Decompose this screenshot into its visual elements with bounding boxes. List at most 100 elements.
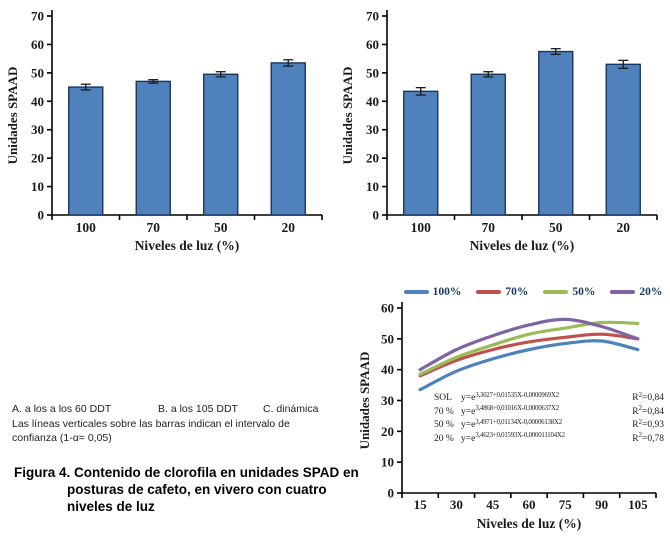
- bar: [203, 73, 239, 216]
- confidence-note: Las líneas verticales sobre las barras i…: [12, 418, 290, 444]
- x-tick-label: 75: [559, 497, 573, 512]
- bar-chart-105ddt: 0 10 20 30 40 50 60 70 Niveles de luz (%) Unidade…: [339, 2, 669, 260]
- legend-label: 100%: [432, 286, 462, 298]
- legend-label: 70%: [505, 286, 529, 298]
- equation-row: 20 % y=e 3,4623+0,01593X-0,000011104X2 R2=0…: [434, 432, 664, 447]
- bar: [538, 50, 574, 216]
- x-category-label: 100: [76, 220, 97, 235]
- series-line-50%: [418, 320, 640, 376]
- y-tick-label: 0: [388, 486, 395, 501]
- equation-row: 70 % y=e 3,4868+0,01016X-0,0000637X2 R2=0,8…: [434, 405, 664, 420]
- x-category-label: 100: [411, 220, 432, 235]
- y-tick-label: 40: [31, 94, 44, 109]
- y-tick-label: 0: [373, 208, 380, 223]
- x-category-label: 20: [282, 220, 296, 235]
- bar: [403, 90, 439, 216]
- y-tick-label: 20: [31, 151, 44, 166]
- y-tick-label: 60: [31, 37, 44, 52]
- equation-r-squared: R2=0,78: [632, 432, 664, 447]
- legend-item-100%: 100%: [403, 286, 462, 298]
- figure-notes: A. a los a los 60 DDT B. a los 105 DDT C…: [12, 403, 354, 445]
- equation-row: 50 % y=e 3,4971+0,01134X-0,00006138X2 R2=0,…: [434, 419, 664, 433]
- y-tick-label: 30: [31, 122, 44, 137]
- y-tick-label: 50: [366, 65, 379, 80]
- equation-base: y=e: [461, 406, 476, 417]
- equation-r-squared: R2=0,84: [632, 405, 664, 420]
- legend-item-50%: 50%: [543, 286, 595, 298]
- r-squared-sup: 2: [638, 432, 643, 439]
- r-squared-value: =0,84: [642, 393, 664, 403]
- chart-legend: 100% 70% 50% 20%: [400, 286, 666, 298]
- equation-exponent: 3,4868+0,01016X-0,0000637X2: [475, 405, 559, 412]
- legend-item-20%: 20%: [610, 286, 662, 298]
- panel-labels-row: A. a los a los 60 DDT B. a los 105 DDT C…: [12, 403, 354, 417]
- r-squared-base: R: [632, 393, 639, 403]
- series-line-70%: [418, 332, 640, 378]
- x-category-label: 20: [617, 220, 631, 235]
- bar: [135, 80, 171, 216]
- bar: [68, 86, 104, 216]
- equation-exponent: 3,4971+0,01134X-0,00006138X2: [475, 418, 562, 426]
- y-tick-label: 10: [366, 179, 379, 194]
- equation-base: y=e: [461, 393, 476, 403]
- legend-label: 50%: [572, 286, 596, 298]
- equation-row: SOL y=e 3,3027+0,01535X-0,0000969X2 R2=0,84: [434, 392, 664, 406]
- figure-caption: Figura 4. Contenido de clorofila en unid…: [14, 465, 359, 514]
- line-chart-svg: 0 10 20 30 40 50 60 Niveles de luz (%) Unidades …: [357, 301, 657, 531]
- equation-base: y=e: [461, 433, 476, 444]
- panel-c-note: C. dinámica: [263, 403, 319, 415]
- y-tick-label: 30: [381, 393, 394, 408]
- equation-exponent: 3,4623+0,01593X-0,000011104X2: [475, 432, 565, 439]
- x-category-label: 50: [214, 220, 228, 235]
- r-squared-value: =0,84: [642, 406, 664, 417]
- y-axis-title: Unidades SPAAD: [340, 67, 355, 165]
- y-tick-label: 40: [381, 362, 394, 377]
- y-tick-label: 60: [381, 301, 394, 316]
- equation-label: 70 %: [434, 406, 454, 417]
- equation-r-squared: R2=0,93: [632, 419, 664, 433]
- r-squared-value: =0,78: [642, 433, 664, 444]
- x-tick-label: 90: [595, 497, 608, 512]
- bar-chart-60ddt-svg: 0 10 20 30 40 50 60 70 Niveles de luz (%) Unidade…: [5, 9, 323, 253]
- x-tick-label: 45: [486, 497, 500, 512]
- y-tick-label: 70: [31, 9, 44, 24]
- x-tick-label: 30: [450, 497, 463, 512]
- legend-item-70%: 70%: [476, 286, 528, 298]
- r-squared-sup: 2: [638, 391, 643, 399]
- y-tick-label: 0: [38, 208, 45, 223]
- y-tick-label: 20: [366, 151, 379, 166]
- equation-r-squared: R2=0,84: [632, 392, 664, 406]
- legend-swatch-icon: [403, 290, 429, 294]
- bar: [605, 63, 641, 216]
- equation-label: SOL: [434, 393, 452, 403]
- equation-label: 20 %: [434, 433, 454, 444]
- bar-chart-60ddt: 0 10 20 30 40 50 60 70 Niveles de luz (%) Unidade…: [4, 2, 334, 260]
- equation-exponent: 3,3027+0,01535X-0,0000969X2: [475, 391, 559, 399]
- bar-chart-105ddt-svg: 0 10 20 30 40 50 60 70 Niveles de luz (%) Unidade…: [340, 9, 658, 253]
- y-tick-label: 70: [366, 9, 379, 24]
- y-tick-label: 10: [31, 179, 44, 194]
- legend-label: 20%: [639, 286, 663, 298]
- regression-equations: SOL y=e 3,3027+0,01535X-0,0000969X2 R2=0,84…: [434, 392, 664, 446]
- x-category-label: 70: [482, 220, 496, 235]
- y-axis-title: Unidades SPAAD: [357, 352, 372, 450]
- x-tick-label: 60: [523, 497, 536, 512]
- bar: [470, 73, 506, 216]
- equation-label: 50 %: [434, 420, 454, 430]
- equation-base: y=e: [461, 420, 476, 430]
- bar: [270, 62, 306, 216]
- y-tick-label: 40: [366, 94, 379, 109]
- r-squared-base: R: [632, 433, 639, 444]
- y-tick-label: 50: [381, 331, 394, 346]
- legend-swatch-icon: [476, 290, 502, 294]
- y-tick-label: 60: [366, 37, 379, 52]
- line-chart-dynamics: 0 10 20 30 40 50 60 Niveles de luz (%) Unidades …: [356, 274, 668, 540]
- r-squared-base: R: [632, 420, 639, 430]
- panel-a-note: A. a los a los 60 DDT: [12, 403, 112, 415]
- y-tick-label: 30: [366, 122, 379, 137]
- legend-swatch-icon: [543, 290, 569, 294]
- x-axis-title: Niveles de luz (%): [470, 238, 575, 253]
- y-tick-label: 10: [381, 455, 394, 470]
- x-axis-title: Niveles de luz (%): [477, 516, 582, 531]
- y-tick-label: 50: [31, 65, 44, 80]
